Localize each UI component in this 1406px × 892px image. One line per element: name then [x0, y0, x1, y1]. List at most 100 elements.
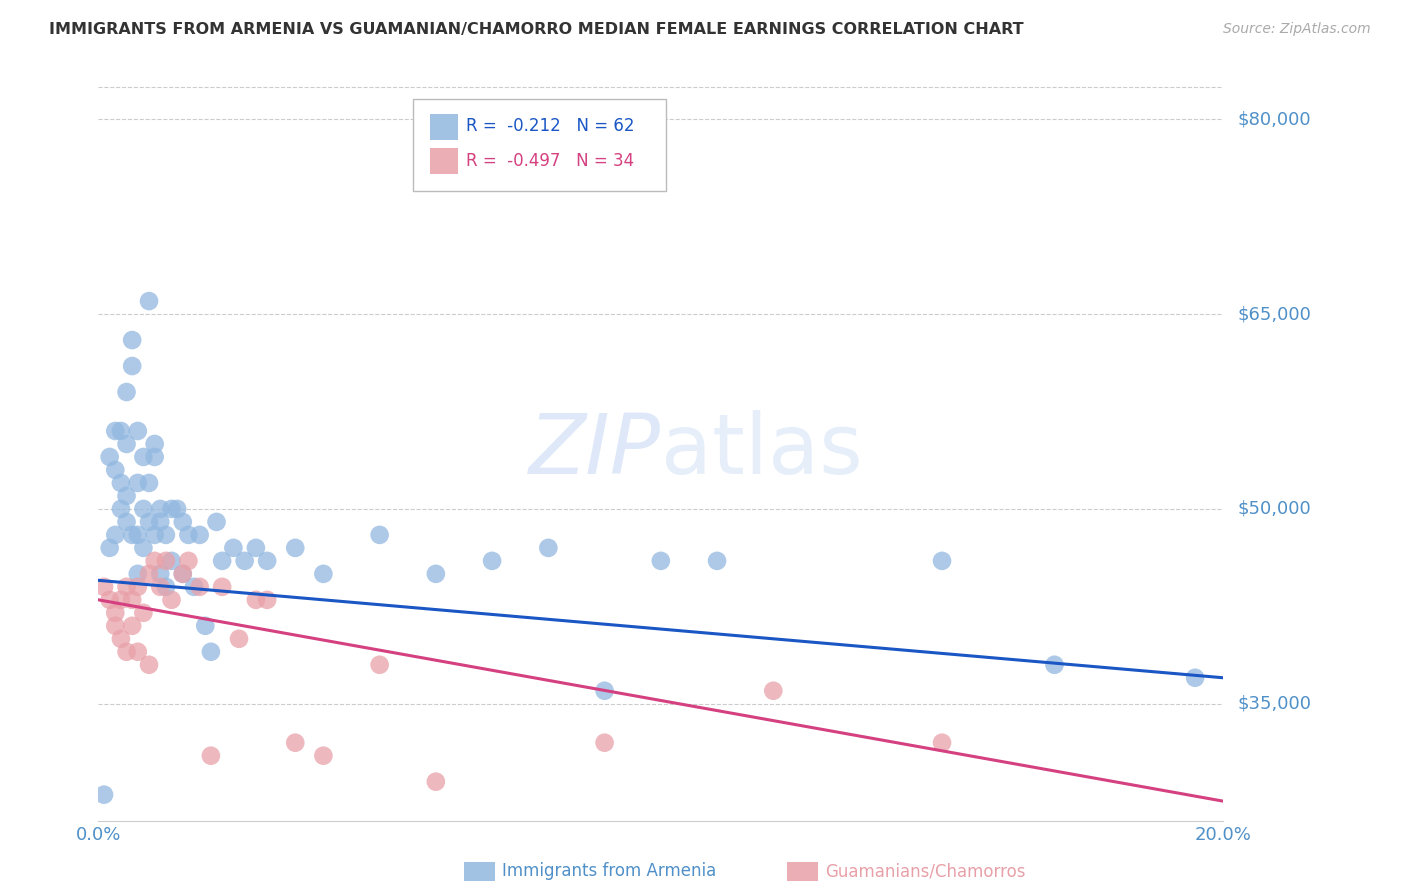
Point [138, 294, 160, 309]
FancyBboxPatch shape [430, 148, 458, 174]
Point [200, 645, 222, 659]
Point [127, 475, 149, 490]
Point [138, 515, 160, 529]
Point [104, 463, 127, 477]
Point [177, 554, 200, 568]
Text: IMMIGRANTS FROM ARMENIA VS GUAMANIAN/CHAMORRO MEDIAN FEMALE EARNINGS CORRELATION: IMMIGRANTS FROM ARMENIA VS GUAMANIAN/CHA… [49, 22, 1024, 37]
Point [132, 606, 155, 620]
FancyBboxPatch shape [413, 99, 666, 191]
Point [312, 748, 335, 763]
Point [593, 736, 616, 750]
Point [93, 580, 115, 594]
Point [177, 528, 200, 542]
Point [425, 566, 447, 581]
Point [256, 592, 278, 607]
Point [155, 528, 177, 542]
Point [149, 566, 172, 581]
Point [200, 748, 222, 763]
Point [160, 502, 183, 516]
Point [143, 554, 166, 568]
Point [143, 437, 166, 451]
Point [143, 528, 166, 542]
Point [149, 580, 172, 594]
Point [762, 683, 785, 698]
Text: R =  -0.212   N = 62: R = -0.212 N = 62 [467, 117, 634, 136]
Point [160, 592, 183, 607]
Point [160, 554, 183, 568]
Point [211, 554, 233, 568]
Point [172, 566, 194, 581]
Point [115, 489, 138, 503]
Point [368, 657, 391, 672]
Point [593, 683, 616, 698]
Point [425, 774, 447, 789]
Text: ZIP: ZIP [529, 410, 661, 491]
Text: $50,000: $50,000 [1237, 500, 1310, 518]
Point [110, 592, 132, 607]
Point [121, 359, 143, 373]
Point [166, 502, 188, 516]
Point [284, 736, 307, 750]
Point [245, 592, 267, 607]
Point [98, 592, 121, 607]
Point [172, 515, 194, 529]
Point [706, 554, 728, 568]
Point [537, 541, 560, 555]
Point [132, 502, 155, 516]
Point [121, 528, 143, 542]
Point [188, 528, 211, 542]
Point [132, 450, 155, 464]
Point [138, 566, 160, 581]
Point [110, 632, 132, 646]
Point [115, 645, 138, 659]
Point [368, 528, 391, 542]
Point [1043, 657, 1066, 672]
Point [98, 450, 121, 464]
Text: $35,000: $35,000 [1237, 695, 1312, 713]
Point [115, 580, 138, 594]
Text: $80,000: $80,000 [1237, 111, 1310, 128]
Point [115, 515, 138, 529]
Point [132, 541, 155, 555]
Point [155, 554, 177, 568]
Point [98, 541, 121, 555]
Point [110, 424, 132, 438]
Point [121, 619, 143, 633]
Point [245, 541, 267, 555]
Point [931, 736, 953, 750]
Point [138, 475, 160, 490]
Point [143, 450, 166, 464]
Point [121, 333, 143, 347]
Text: R =  -0.497   N = 34: R = -0.497 N = 34 [467, 152, 634, 170]
Point [931, 554, 953, 568]
Text: Immigrants from Armenia: Immigrants from Armenia [502, 863, 716, 880]
Point [205, 515, 228, 529]
Point [138, 657, 160, 672]
Point [155, 580, 177, 594]
Text: Guamanians/Chamorros: Guamanians/Chamorros [825, 863, 1026, 880]
Point [194, 619, 217, 633]
Point [104, 606, 127, 620]
Point [172, 566, 194, 581]
Point [104, 528, 127, 542]
Point [284, 541, 307, 555]
Point [228, 632, 250, 646]
Text: atlas: atlas [661, 410, 862, 491]
Point [115, 437, 138, 451]
Point [188, 580, 211, 594]
Point [110, 475, 132, 490]
Point [121, 592, 143, 607]
Point [222, 541, 245, 555]
Text: $65,000: $65,000 [1237, 305, 1310, 323]
Text: Source: ZipAtlas.com: Source: ZipAtlas.com [1223, 22, 1371, 37]
Point [110, 502, 132, 516]
Point [93, 788, 115, 802]
Point [115, 384, 138, 399]
Point [1184, 671, 1206, 685]
FancyBboxPatch shape [430, 113, 458, 139]
Point [149, 502, 172, 516]
Point [127, 424, 149, 438]
Point [312, 566, 335, 581]
Point [233, 554, 256, 568]
Point [149, 515, 172, 529]
